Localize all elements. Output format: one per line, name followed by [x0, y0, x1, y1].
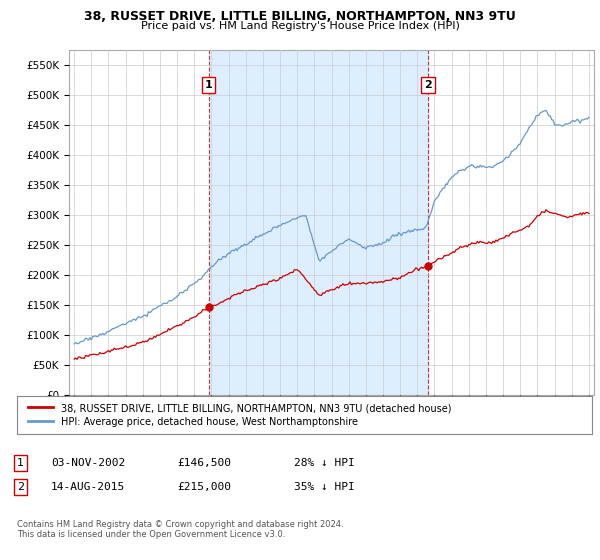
- Text: £215,000: £215,000: [177, 482, 231, 492]
- Text: 2: 2: [424, 80, 432, 90]
- Text: 1: 1: [17, 458, 24, 468]
- Text: 28% ↓ HPI: 28% ↓ HPI: [294, 458, 355, 468]
- Text: 38, RUSSET DRIVE, LITTLE BILLING, NORTHAMPTON, NN3 9TU: 38, RUSSET DRIVE, LITTLE BILLING, NORTHA…: [84, 10, 516, 23]
- Text: Contains HM Land Registry data © Crown copyright and database right 2024.
This d: Contains HM Land Registry data © Crown c…: [17, 520, 343, 539]
- Text: 14-AUG-2015: 14-AUG-2015: [51, 482, 125, 492]
- Text: 2: 2: [17, 482, 24, 492]
- Text: 35% ↓ HPI: 35% ↓ HPI: [294, 482, 355, 492]
- Bar: [209, 50, 428, 395]
- Text: 03-NOV-2002: 03-NOV-2002: [51, 458, 125, 468]
- Text: £146,500: £146,500: [177, 458, 231, 468]
- Text: 1: 1: [205, 80, 212, 90]
- Text: Price paid vs. HM Land Registry's House Price Index (HPI): Price paid vs. HM Land Registry's House …: [140, 21, 460, 31]
- Legend: 38, RUSSET DRIVE, LITTLE BILLING, NORTHAMPTON, NN3 9TU (detached house), HPI: Av: 38, RUSSET DRIVE, LITTLE BILLING, NORTHA…: [25, 399, 455, 431]
